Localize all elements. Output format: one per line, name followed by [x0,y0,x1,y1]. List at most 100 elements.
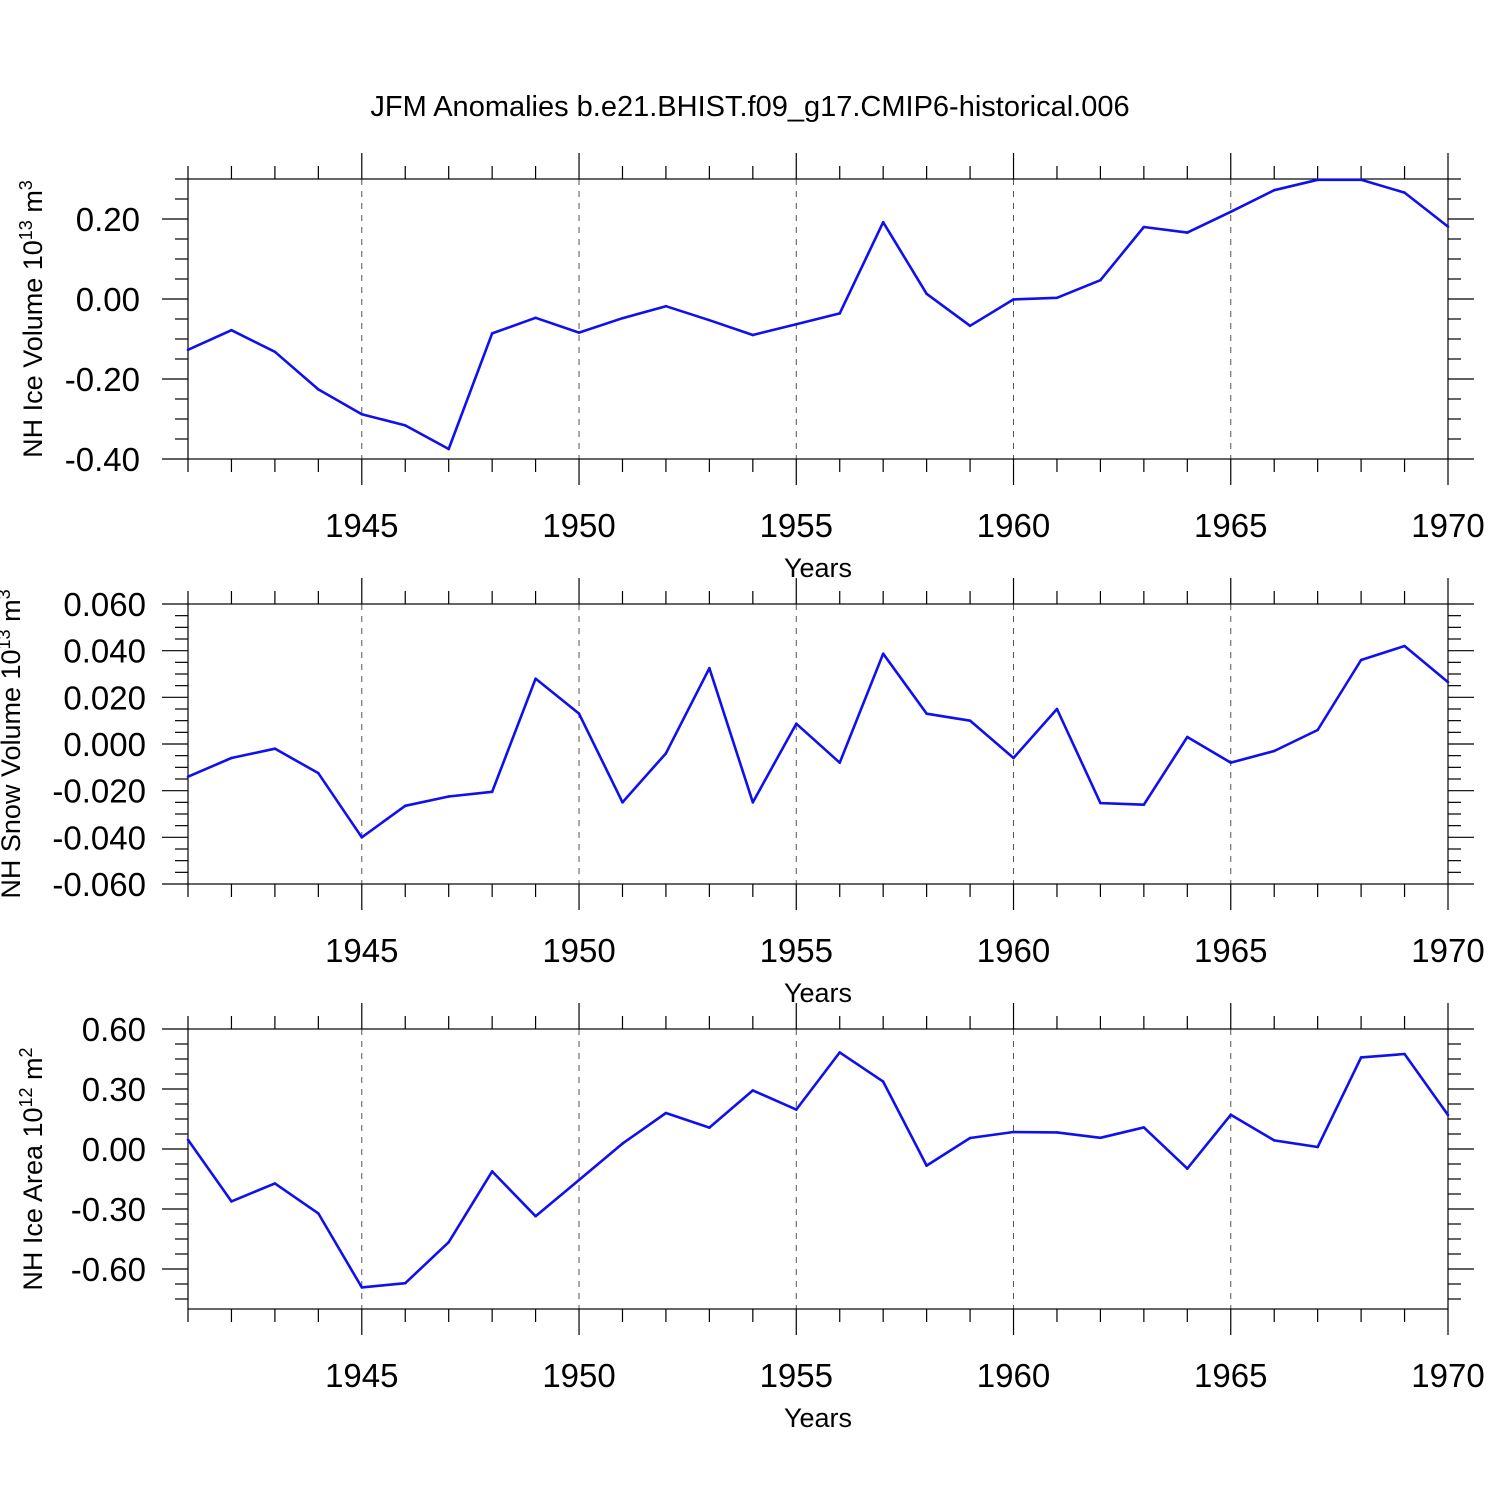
y-tick-label: 0.20 [76,201,140,238]
x-tick-label: 1965 [1194,932,1267,969]
data-point [1316,1145,1319,1149]
data-point [1055,707,1059,711]
data-point [968,324,972,328]
data-point [621,316,624,320]
data-point [360,412,364,416]
data-point [968,1136,972,1140]
data-point [751,1089,755,1092]
y-axis-title-unit: m [18,1057,48,1087]
x-tick-label: 1960 [977,507,1050,544]
data-point [577,1178,581,1182]
data-point [925,712,928,715]
data-point [1142,803,1146,806]
data-point [664,1111,668,1115]
data-point [1099,1136,1102,1140]
data-point [925,1164,928,1167]
data-point [577,331,581,334]
data-point [1403,191,1406,194]
data-series-line [187,178,1449,451]
x-axis-title: Years [784,553,852,583]
data-point [664,304,668,308]
y-axis-title: NH Ice Volume 1013 m3 [16,180,48,458]
data-point [621,1142,624,1145]
data-point [273,747,277,750]
y-tick-label: 0.040 [63,633,146,670]
y-axis-title-exponent: 12 [16,1087,36,1107]
data-series-line [187,644,1449,839]
data-point [1142,225,1146,229]
y-tick-label: -0.40 [65,441,140,478]
panel-snow-volume: 1945 1950 1955 1960 1965 1970 Years -0.060 -0.04… [0,578,1485,1008]
data-point [881,652,885,655]
data-point [403,424,407,427]
y-tick-label: 0.020 [63,679,146,716]
y-axis-title-main: NH Snow Volume 10 [0,649,26,898]
y-tick-label: -0.020 [52,773,146,810]
data-point [403,1281,407,1285]
data-point [838,761,842,764]
x-tick-label: 1970 [1411,1357,1484,1394]
data-point [317,771,320,775]
data-point [925,292,928,296]
data-point [534,1214,537,1218]
data-point [447,447,450,451]
data-point [1012,298,1015,301]
x-tick-label: 1945 [325,1357,398,1394]
data-point [577,712,581,715]
data-point [1186,735,1189,739]
data-point [838,1051,842,1054]
x-tick-label: 1960 [977,932,1050,969]
data-point [186,1138,190,1142]
data-point [490,332,494,335]
y-tick-label: 0.000 [63,726,146,763]
data-point [794,322,798,326]
data-point [1055,1131,1059,1134]
y-axis-title-main: NH Ice Volume 10 [18,240,48,458]
data-point [1186,231,1189,234]
y-axis-title-unit: m [18,190,48,220]
data-point [881,220,885,224]
y-axis-title-unit-exponent: 3 [16,180,36,190]
data-point [1142,1126,1146,1129]
data-point [360,836,364,839]
x-tick-label: 1955 [760,1357,833,1394]
y-tick-label: -0.60 [71,1251,146,1288]
x-tick-label: 1955 [760,507,833,544]
x-tick-label: 1960 [977,1357,1050,1394]
x-tick-label: 1965 [1194,507,1267,544]
data-point [317,1212,320,1215]
data-point [708,318,711,322]
data-point [708,1126,711,1129]
data-point [1359,658,1363,662]
x-tick-label: 1970 [1411,507,1484,544]
y-axis-title: NH Ice Area 1012 m2 [16,1047,48,1290]
x-tick-label: 1970 [1411,932,1484,969]
data-point [317,388,320,391]
y-axis-title-unit-exponent: 2 [16,1047,36,1057]
data-point [1186,1167,1189,1170]
x-tick-label: 1950 [542,507,615,544]
data-point [1403,644,1406,648]
data-point [490,790,494,794]
x-axis-title: Years [784,978,852,1008]
data-point [1446,225,1450,228]
data-point [968,719,972,722]
y-tick-label: 0.00 [76,281,140,318]
y-tick-label: -0.040 [52,819,146,856]
data-point [360,1286,364,1289]
data-point [794,1108,798,1111]
y-axis-title-unit: m [0,599,26,629]
data-point [534,677,537,680]
figure-title: JFM Anomalies b.e21.BHIST.f09_g17.CMIP6-… [370,91,1129,123]
data-point [1446,680,1450,684]
data-point [751,333,755,337]
y-axis-title-exponent: 13 [16,220,36,240]
x-tick-label: 1955 [760,932,833,969]
data-point [794,722,798,725]
y-axis-title: NH Snow Volume 1013 m3 [0,589,26,898]
data-point [1272,749,1276,753]
data-point [273,1182,277,1185]
data-series-line [186,1051,1450,1289]
data-point [1055,296,1059,300]
y-axis-title-unit-exponent: 3 [0,589,14,599]
